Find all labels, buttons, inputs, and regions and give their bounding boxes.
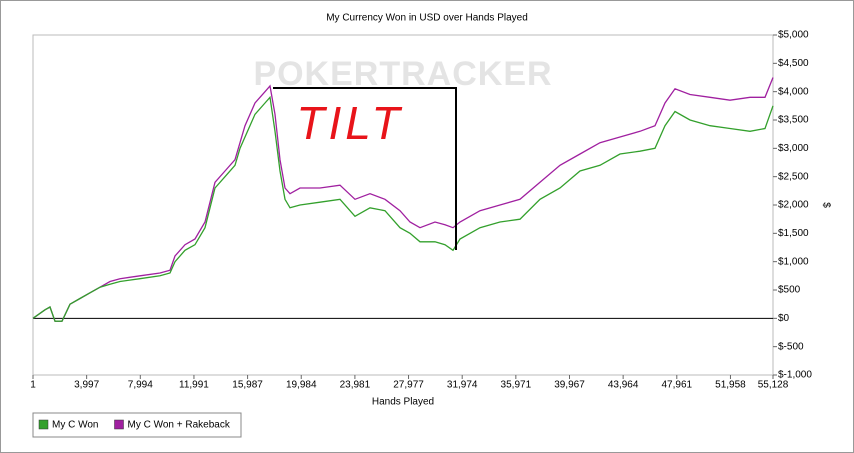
- y-tick-label: $0: [778, 313, 790, 324]
- x-tick-label: 51,958: [715, 380, 746, 391]
- y-tick-label: $1,500: [778, 228, 809, 239]
- watermark: POKERTRACKER: [253, 55, 552, 93]
- x-tick-label: 1: [30, 380, 36, 391]
- x-axis-label: Hands Played: [372, 397, 434, 408]
- x-tick-label: 47,961: [661, 380, 692, 391]
- x-tick-label: 35,971: [501, 380, 532, 391]
- legend-box: [32, 412, 242, 438]
- legend-swatch: [114, 419, 124, 430]
- y-tick-label: $1,000: [778, 256, 809, 267]
- x-tick-label: 27,977: [393, 380, 424, 391]
- y-tick-label: $3,000: [778, 143, 809, 154]
- legend-label: My C Won + Rakeback: [128, 420, 231, 431]
- y-tick-label: $-1,000: [778, 370, 812, 381]
- y-tick-label: $2,500: [778, 171, 809, 182]
- y-tick-label: $2,000: [778, 200, 809, 211]
- x-tick-label: 31,974: [447, 380, 478, 391]
- x-tick-label: 3,997: [74, 380, 99, 391]
- legend-swatch: [38, 419, 49, 430]
- series-line: [32, 95, 774, 322]
- y-tick-label: $4,000: [778, 86, 809, 97]
- y-tick-label: $3,500: [778, 115, 809, 126]
- y-tick-label: $500: [778, 285, 801, 296]
- x-tick-label: 55,128: [758, 380, 789, 391]
- annotation: TILT: [296, 97, 403, 149]
- y-axis-label: $: [820, 202, 831, 208]
- y-tick-label: $4,500: [778, 58, 809, 69]
- chart-title: My Currency Won in USD over Hands Played: [326, 13, 528, 24]
- x-tick-label: 43,964: [608, 380, 639, 391]
- series-line: [32, 77, 774, 322]
- y-tick-label: $-500: [778, 341, 804, 352]
- legend-label: My C Won: [52, 420, 99, 431]
- x-tick-label: 19,984: [286, 380, 317, 391]
- x-tick-label: 11,991: [179, 380, 209, 391]
- x-tick-label: 23,981: [340, 380, 371, 391]
- x-tick-label: 39,967: [554, 380, 585, 391]
- x-tick-label: 15,987: [232, 380, 263, 391]
- x-tick-label: 7,994: [128, 380, 153, 391]
- tilt-bracket: [273, 87, 457, 250]
- y-tick-label: $5,000: [778, 30, 809, 41]
